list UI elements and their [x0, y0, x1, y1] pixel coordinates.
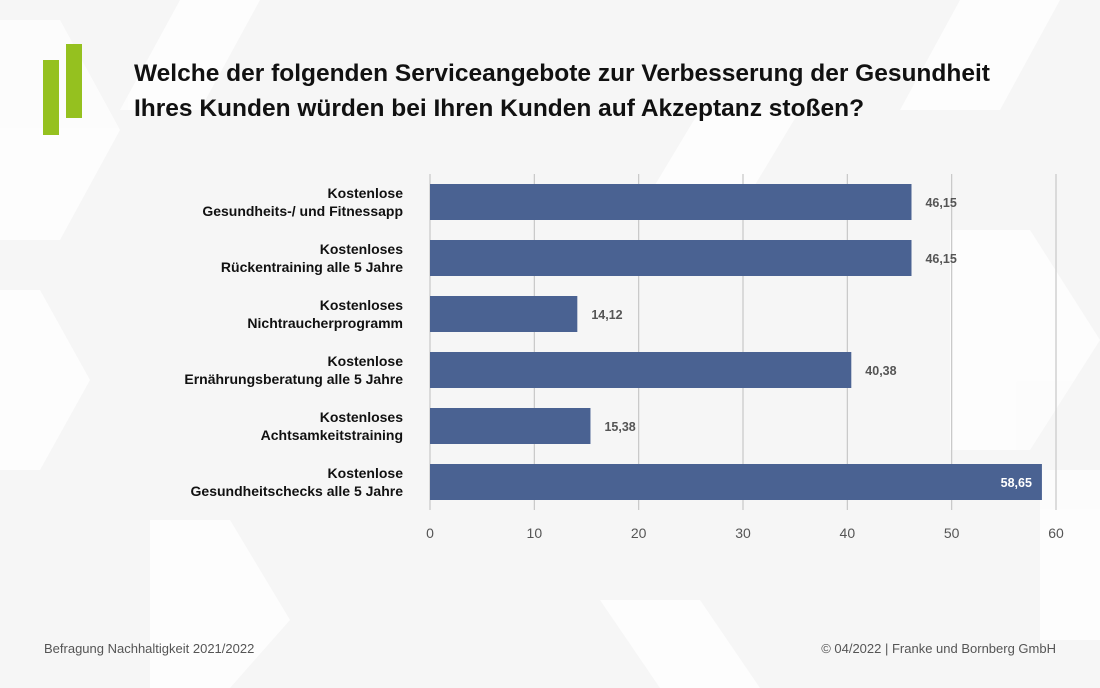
category-label: Ernährungsberatung alle 5 Jahre	[184, 371, 403, 387]
chart-title: Welche der folgenden Serviceangebote zur…	[134, 56, 1074, 126]
value-label: 40,38	[865, 364, 896, 378]
category-label: Kostenlose	[328, 353, 404, 369]
chart-title-line-2: Ihres Kunden würden bei Ihren Kunden auf…	[134, 95, 865, 122]
category-label: Kostenloses	[320, 297, 403, 313]
category-label: Kostenlose	[328, 185, 404, 201]
value-labels: 46,15 46,15 14,12 40,38 15,38 58,65	[591, 196, 1032, 490]
bar	[430, 464, 1042, 500]
category-label: Kostenlose	[328, 465, 404, 481]
bar	[430, 296, 578, 332]
bar	[430, 184, 912, 220]
value-label: 14,12	[591, 308, 622, 322]
category-labels: Kostenlose Gesundheits-/ und Fitnessapp Ko…	[184, 185, 403, 499]
x-tick-label: 50	[944, 525, 960, 541]
x-axis-ticks: 0 10 20 30 40 50 60	[426, 525, 1064, 541]
value-label: 58,65	[1001, 476, 1032, 490]
category-label: Kostenloses	[320, 241, 403, 257]
x-tick-label: 10	[527, 525, 543, 541]
logo-bar-right	[66, 44, 82, 118]
category-label: Gesundheits-/ und Fitnessapp	[202, 203, 403, 219]
bar	[430, 408, 591, 444]
category-label: Kostenloses	[320, 409, 403, 425]
chart-title-line-1: Welche der folgenden Serviceangebote zur…	[134, 60, 990, 87]
x-tick-label: 30	[735, 525, 751, 541]
footer-source: Befragung Nachhaltigkeit 2021/2022	[44, 641, 255, 656]
bar	[430, 240, 912, 276]
bars	[430, 184, 1042, 500]
logo-bar-left	[43, 60, 59, 135]
bar	[430, 352, 852, 388]
grid-lines	[429, 174, 1057, 510]
x-tick-label: 0	[426, 525, 434, 541]
category-label: Gesundheitschecks alle 5 Jahre	[191, 483, 404, 499]
value-label: 46,15	[925, 252, 956, 266]
category-label: Achtsamkeitstraining	[261, 427, 403, 443]
footer-copyright: © 04/2022 | Franke und Bornberg GmbH	[821, 641, 1056, 656]
category-label: Nichtraucherprogramm	[247, 315, 403, 331]
x-tick-label: 20	[631, 525, 647, 541]
x-tick-label: 60	[1048, 525, 1064, 541]
x-tick-label: 40	[840, 525, 856, 541]
value-label: 46,15	[925, 196, 956, 210]
category-label: Rückentraining alle 5 Jahre	[221, 259, 403, 275]
value-label: 15,38	[604, 420, 635, 434]
